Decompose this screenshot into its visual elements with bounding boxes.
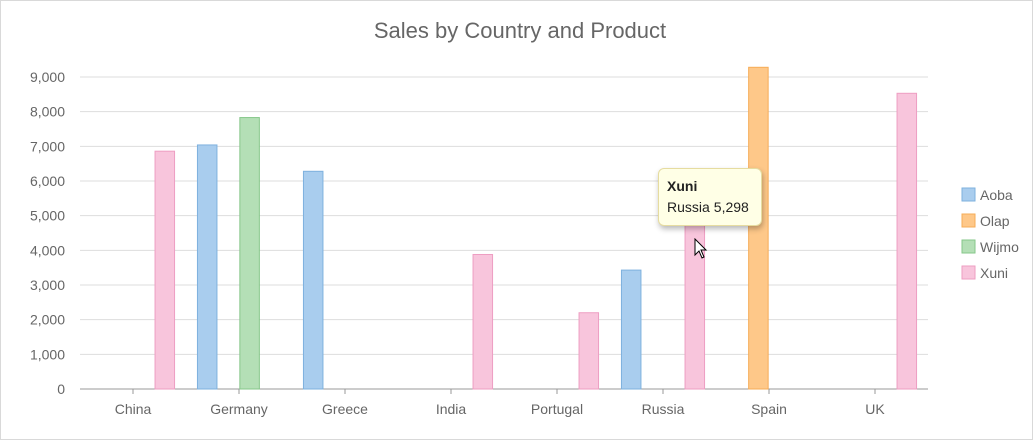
x-tick-label: China <box>115 401 152 417</box>
y-tick-label: 6,000 <box>30 173 65 189</box>
y-tick-label: 5,000 <box>30 208 65 224</box>
x-tick-label: India <box>436 401 467 417</box>
gridlines <box>80 76 928 355</box>
tooltip-value: 5,298 <box>713 199 749 215</box>
bar-wijmo-germany[interactable] <box>239 117 260 390</box>
y-tick-label: 8,000 <box>30 104 65 120</box>
tooltip-series: Xuni <box>667 178 698 194</box>
bar-aoba-russia[interactable] <box>620 269 642 390</box>
tooltip-category: Russia <box>667 199 710 215</box>
y-tick-label: 9,000 <box>30 69 65 85</box>
y-tick-label: 1,000 <box>30 346 65 362</box>
bar-xuni-china[interactable] <box>154 150 176 390</box>
y-tick-label: 4,000 <box>30 242 65 258</box>
y-tick-label: 7,000 <box>30 138 65 154</box>
bar-xuni-uk[interactable] <box>896 92 918 390</box>
x-tick-label: Portugal <box>531 401 583 417</box>
x-tick-label: Germany <box>210 401 268 417</box>
mouse-cursor-icon <box>694 238 708 259</box>
bar-xuni-portugal[interactable] <box>578 312 600 390</box>
axes: 0 1,000 2,000 3,000 4,000 5,000 6,000 7,000 8,00… <box>30 69 928 417</box>
y-tick-label: 3,000 <box>30 277 65 293</box>
bar-olap-spain[interactable] <box>748 66 769 390</box>
legend-swatch <box>961 239 976 254</box>
bar-xuni-russia[interactable] <box>684 204 706 390</box>
tooltip: Xuni Russia 5,298 <box>658 168 762 226</box>
legend-swatch <box>961 265 976 280</box>
chart-title: Sales by Country and Product <box>374 18 666 43</box>
x-tick-label: Greece <box>322 401 368 417</box>
legend-label: Aoba <box>980 187 1013 203</box>
bar-xuni-india[interactable] <box>472 253 494 390</box>
y-tick-label: 0 <box>57 381 65 397</box>
bars[interactable] <box>154 66 918 390</box>
bar-aoba-germany[interactable] <box>196 144 218 390</box>
x-tick-label: Russia <box>642 401 685 417</box>
legend-label: Xuni <box>980 265 1008 281</box>
bar-aoba-greece[interactable] <box>302 170 324 390</box>
legend-swatch <box>961 187 976 202</box>
x-tick-label: Spain <box>751 401 787 417</box>
x-tick-label: UK <box>865 401 885 417</box>
tooltip-line: Russia 5,298 <box>667 199 753 215</box>
y-tick-label: 2,000 <box>30 312 65 328</box>
legend-label: Wijmo <box>980 239 1019 255</box>
legend-label: Olap <box>980 213 1010 229</box>
legend: Aoba Olap Wijmo Xuni <box>961 187 1019 281</box>
legend-swatch <box>961 213 976 228</box>
